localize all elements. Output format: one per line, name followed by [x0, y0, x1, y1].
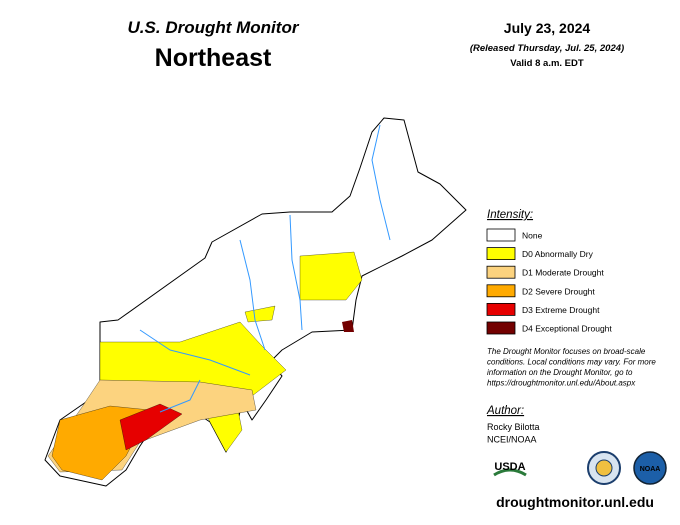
legend-swatch — [486, 284, 516, 298]
legend-swatch — [486, 321, 516, 335]
release-date: (Released Thursday, Jul. 25, 2024) — [470, 43, 624, 54]
author-title: Author: — [486, 405, 524, 417]
d0-area — [244, 305, 276, 323]
rivers — [139, 124, 391, 413]
note: The Drought Monitor focuses on broad-sca… — [487, 347, 656, 388]
river — [139, 329, 251, 376]
legend-swatch — [486, 228, 516, 242]
legend-label: None — [522, 231, 543, 241]
river — [289, 214, 303, 331]
legend-label: D1 Moderate Drought — [522, 268, 604, 278]
river — [159, 379, 201, 413]
logo-text: NOAA — [640, 466, 661, 473]
note-line: The Drought Monitor focuses on broad-sca… — [487, 347, 646, 356]
region-name: Northeast — [155, 44, 272, 72]
author-line: NCEI/NOAA — [487, 435, 537, 445]
author: Rocky Bilotta NCEI/NOAA — [487, 422, 540, 445]
logo-seal-inner — [595, 459, 613, 477]
d0-area — [299, 251, 363, 301]
logo-swoosh — [493, 468, 527, 477]
legend-label: D3 Extreme Drought — [522, 305, 600, 315]
valid-time: Valid 8 a.m. EDT — [510, 58, 584, 69]
river — [371, 124, 391, 241]
map-title: U.S. Drought Monitor — [128, 18, 300, 37]
logo-text: USDA — [494, 461, 525, 473]
note-line: conditions. Local conditions may vary. F… — [487, 358, 656, 367]
note-line: information on the Drought Monitor, go t… — [487, 368, 633, 377]
river — [239, 239, 266, 351]
legend-title: Intensity: — [487, 209, 533, 221]
legend-swatch — [486, 265, 516, 279]
legend-label: D0 Abnormally Dry — [522, 249, 594, 259]
legend-label: D4 Exceptional Drought — [522, 324, 612, 334]
map-date: July 23, 2024 — [504, 20, 591, 36]
author-line: Rocky Bilotta — [487, 422, 540, 432]
region-map — [44, 117, 467, 487]
logos: USDANDMCNOAA — [493, 451, 667, 485]
site-url: droughtmonitor.unl.edu — [496, 494, 654, 510]
legend-swatch — [486, 302, 516, 316]
d3-area — [119, 403, 183, 451]
logo-badge — [633, 451, 667, 485]
d4-area — [342, 320, 354, 332]
legend-swatch — [486, 247, 516, 261]
note-line: https://droughtmonitor.unl.edu/About.asp… — [487, 379, 636, 388]
legend-label: D2 Severe Drought — [522, 286, 595, 296]
legend: None D0 Abnormally Dry D1 Moderate Drought… — [486, 228, 612, 335]
